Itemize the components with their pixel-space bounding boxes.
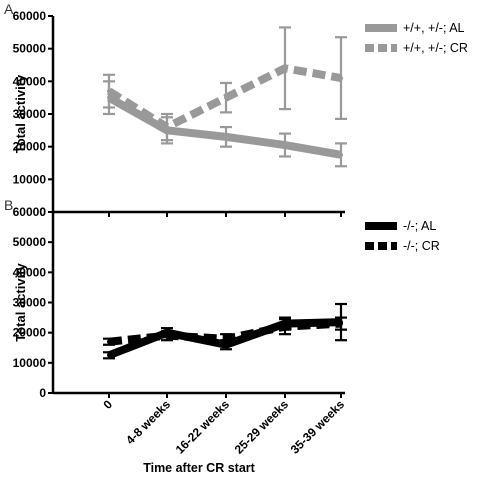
x-tick-label: 16-22 weeks bbox=[173, 397, 233, 457]
series-al bbox=[103, 302, 347, 360]
y-tick-label: 60000 bbox=[13, 205, 47, 219]
data-point bbox=[283, 321, 287, 326]
y-tick-label: 0 bbox=[39, 386, 46, 400]
data-point bbox=[283, 66, 287, 71]
y-axis-label: Total activity bbox=[13, 262, 28, 341]
data-point bbox=[224, 134, 228, 139]
y-axis-label: Total activity bbox=[13, 74, 28, 153]
data-point bbox=[339, 76, 343, 81]
data-point bbox=[339, 152, 343, 157]
y-tick-label: 0 bbox=[39, 205, 46, 219]
x-tick-label: 0 bbox=[100, 397, 115, 412]
data-point bbox=[339, 320, 343, 325]
y-tick-label: 40000 bbox=[13, 265, 47, 279]
y-tick-label: 40000 bbox=[13, 74, 47, 88]
legend-label: +/+, +/-; AL bbox=[403, 21, 465, 35]
data-point bbox=[107, 95, 111, 100]
data-point bbox=[224, 95, 228, 100]
data-point bbox=[224, 342, 228, 347]
data-point bbox=[283, 143, 287, 148]
series-al bbox=[103, 80, 347, 168]
y-tick-label: 10000 bbox=[13, 356, 47, 370]
panel-label: B bbox=[4, 197, 13, 213]
data-point bbox=[107, 339, 111, 344]
x-tick-label: 4-8 weeks bbox=[123, 397, 173, 447]
legend-label: -/-; AL bbox=[403, 219, 436, 233]
y-tick-label: 30000 bbox=[13, 107, 47, 121]
data-point bbox=[107, 353, 111, 358]
legend-label: -/-; CR bbox=[403, 239, 440, 253]
data-point bbox=[165, 128, 169, 133]
y-tick-label: 20000 bbox=[13, 326, 47, 340]
y-tick-label: 10000 bbox=[13, 172, 47, 186]
chart-panel-b: B 0 10000 20000 30000 40000 50000 60000 Total ac… bbox=[4, 197, 440, 475]
x-tick-label: 25-29 weeks bbox=[232, 397, 292, 457]
y-tick-label: 50000 bbox=[13, 42, 47, 56]
data-point bbox=[165, 330, 169, 335]
legend-label: +/+, +/-; CR bbox=[403, 41, 468, 55]
y-tick-label: 20000 bbox=[13, 140, 47, 154]
series-cr bbox=[103, 26, 347, 142]
chart-panel-a: A 0 10000 20000 30000 40000 50000 60000 Total ac… bbox=[4, 1, 468, 219]
x-axis-label: Time after CR start bbox=[143, 461, 255, 475]
y-tick-label: 50000 bbox=[13, 235, 47, 249]
x-tick-label: 35-39 weeks bbox=[288, 397, 348, 457]
panel-label: A bbox=[4, 1, 14, 17]
y-tick-label: 30000 bbox=[13, 296, 47, 310]
y-tick-label: 60000 bbox=[13, 9, 47, 23]
